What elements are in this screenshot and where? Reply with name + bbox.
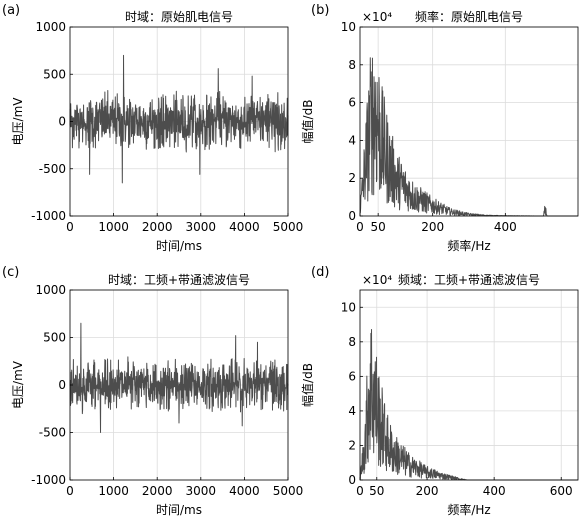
y-axis-label: 幅值/dB [300,100,315,144]
chart-panel: 0 1000 2000 3000 4000 5000 -1000 -500 0 500 1000 时域… [2,3,303,253]
y-axis-label: 电压/mV [11,97,25,146]
y-tick-label: 4 [348,133,356,147]
panel-label: (a) [2,3,20,18]
y-tick-label: 6 [348,96,356,110]
y-tick-label: 1000 [35,283,66,297]
series-trace [69,54,289,184]
x-axis-label: 频率/Hz [447,502,490,517]
y-multiplier: ×10⁴ [362,273,392,287]
chart-title: 频率：原始肌电信号 [415,9,523,24]
x-axis-label: 频率/Hz [447,238,490,253]
y-tick-label: 0 [58,115,66,129]
x-tick-label: 5000 [273,484,304,498]
y-tick-label: -1000 [31,473,66,487]
x-tick-label: 200 [416,484,439,498]
x-tick-label: 1000 [98,484,129,498]
x-tick-label: 4000 [229,484,260,498]
x-tick-label: 3000 [186,484,217,498]
x-tick-label: 2000 [142,484,173,498]
panel-label: (b) [311,3,329,18]
y-tick-label: 0 [58,378,66,392]
y-axis-label: 电压/mV [11,360,25,409]
y-tick-label: 0 [348,209,356,223]
x-tick-label: 0 [356,484,364,498]
series-trace [69,322,289,433]
x-axis-label: 时间/ms [156,239,202,253]
x-tick-label: 4000 [229,220,260,234]
y-tick-label: 1000 [35,20,66,34]
y-multiplier: ×10⁴ [362,10,392,24]
chart-panel: 0 1000 2000 3000 4000 5000 -1000 -500 0 500 1000 时域… [2,265,303,517]
y-tick-label: -1000 [31,209,66,223]
y-tick-label: -500 [39,426,66,440]
x-tick-label: 0 [356,220,364,234]
y-tick-label: -500 [39,162,66,176]
axes-frame [359,26,579,217]
y-tick-label: 8 [348,335,356,349]
chart-title: 时域：工频+带通滤波信号 [108,273,250,287]
y-tick-label: 0 [348,473,356,487]
y-tick-label: 4 [348,404,356,418]
y-tick-label: 500 [43,67,66,81]
x-tick-label: 3000 [186,220,217,234]
x-tick-label: 0 [66,484,74,498]
y-tick-label: 6 [348,369,356,383]
panel-label: (d) [311,265,329,280]
x-tick-label: 5000 [273,220,304,234]
y-tick-label: 2 [348,438,356,452]
y-tick-label: 500 [43,331,66,345]
y-tick-label: 2 [348,171,356,185]
y-tick-label: 10 [341,300,356,314]
x-tick-label: 600 [550,484,573,498]
chart-title: 时域：原始肌电信号 [125,10,233,24]
x-tick-label: 1000 [98,220,129,234]
x-tick-label: 0 [66,220,74,234]
y-tick-label: 10 [341,20,356,34]
x-tick-label: 50 [371,220,386,234]
panel-label: (c) [2,265,19,280]
x-tick-label: 400 [494,220,517,234]
chart-title: 频域：工频+带通滤波信号 [398,273,540,287]
x-tick-label: 2000 [142,220,173,234]
x-tick-label: 400 [483,484,506,498]
x-tick-label: 200 [421,220,444,234]
y-axis-label: 幅值/dB [300,363,315,407]
x-axis-label: 时间/ms [156,503,202,517]
y-tick-label: 8 [348,58,356,72]
axes-frame [359,289,579,481]
x-tick-label: 50 [369,484,384,498]
